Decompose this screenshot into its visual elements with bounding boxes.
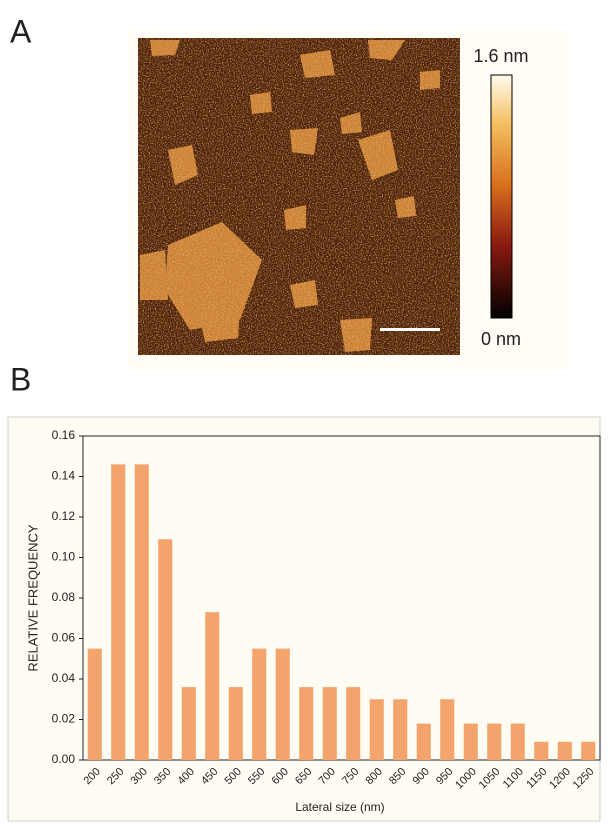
bar: [181, 687, 196, 760]
y-tick-label: 0.02: [52, 712, 76, 726]
bar: [252, 648, 267, 760]
afm-image: [138, 38, 460, 355]
colorbar-min: 0 nm: [481, 329, 521, 349]
y-tick-label: 0.08: [52, 590, 76, 604]
bar: [581, 741, 596, 760]
y-axis-label: RELATIVE FREQUENCY: [25, 524, 40, 671]
bar: [510, 723, 525, 760]
bar: [393, 699, 408, 760]
bar: [440, 699, 455, 760]
y-tick-label: 0.12: [52, 509, 76, 523]
y-tick-label: 0.14: [52, 469, 76, 483]
bar: [346, 687, 361, 760]
bar: [369, 699, 384, 760]
colorbar-max: 1.6 nm: [473, 46, 528, 66]
bar: [534, 741, 549, 760]
bar: [487, 723, 502, 760]
y-tick-label: 0.10: [52, 550, 76, 564]
y-tick-label: 0.00: [52, 752, 76, 766]
bar: [557, 741, 572, 760]
bar: [158, 539, 173, 760]
y-tick-label: 0.04: [52, 671, 76, 685]
bar: [299, 687, 314, 760]
bar: [322, 687, 337, 760]
bar: [111, 464, 126, 760]
panel-label: A: [10, 13, 32, 49]
y-tick-label: 0.16: [52, 428, 76, 442]
bar: [228, 687, 243, 760]
colorbar: [490, 74, 513, 319]
x-axis-label: Lateral size (nm): [295, 800, 384, 814]
bar: [416, 723, 431, 760]
bar: [275, 648, 290, 760]
bar: [463, 723, 478, 760]
y-tick-label: 0.06: [52, 631, 76, 645]
bar: [87, 648, 102, 760]
bar: [205, 612, 220, 760]
bar: [134, 464, 149, 760]
panel-label: B: [10, 361, 31, 397]
